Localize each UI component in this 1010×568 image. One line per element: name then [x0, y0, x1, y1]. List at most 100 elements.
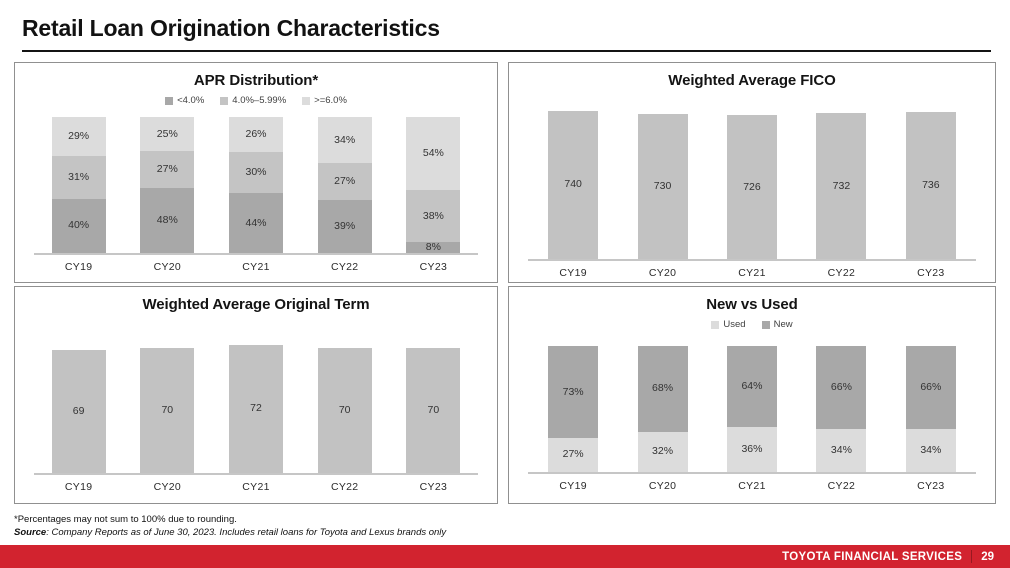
bar-segment: 26%	[229, 117, 283, 153]
bar-segment: 36%	[726, 426, 777, 472]
footer-brand: TOYOTA FINANCIAL SERVICES	[782, 550, 963, 563]
category-label: CY21	[242, 481, 270, 493]
bar-column: 70	[317, 348, 372, 473]
bar: 69	[51, 349, 106, 473]
category-label: CY20	[648, 267, 677, 279]
bar-segment: 73%	[548, 346, 599, 438]
bar-column: 25% 27% 48%	[140, 117, 195, 253]
chart-plot: 740 730 726 732 736	[528, 106, 976, 261]
legend-label: <4.0%	[177, 95, 205, 106]
category-label: CY19	[559, 267, 587, 279]
legend-swatch	[165, 96, 174, 105]
bar-column: 64% 36%	[726, 346, 777, 472]
bar-segment: 27%	[548, 437, 599, 472]
bar-segment: 27%	[317, 163, 372, 200]
category-label: CY19	[559, 480, 587, 492]
bar: 70	[140, 348, 195, 473]
category-label: CY21	[738, 480, 766, 492]
bar: 726	[726, 115, 777, 259]
footnotes: *Percentages may not sum to 100% due to …	[14, 514, 446, 539]
legend-label: 4.0%–5.99%	[232, 95, 287, 106]
category-label: CY23	[419, 481, 448, 493]
bar-segment: 66%	[816, 346, 867, 430]
chart-title: New vs Used	[706, 296, 798, 313]
bar-column: 29% 31% 40%	[51, 117, 106, 253]
footer-bar: TOYOTA FINANCIAL SERVICES 29	[0, 545, 1010, 568]
category-label: CY20	[153, 261, 182, 273]
bar-segment: 31%	[51, 156, 106, 199]
bar-column: 730	[637, 114, 688, 259]
category-label: CY22	[330, 261, 359, 273]
source-note: Source: Company Reports as of June 30, 2…	[14, 527, 446, 540]
bar: 70	[406, 348, 461, 473]
chart-title: APR Distribution*	[193, 72, 319, 89]
category-label: CY22	[827, 267, 856, 279]
bar-segment: 64%	[726, 346, 777, 427]
bar-segment: 25%	[140, 117, 195, 152]
legend-swatch	[220, 96, 229, 105]
bar-column: 736	[905, 112, 956, 259]
bar-segment: 66%	[905, 346, 956, 430]
bar-segment: 34%	[905, 429, 956, 472]
chart-legend: <4.0% 4.0%–5.99% >=6.0%	[165, 94, 347, 107]
bar-segment: 48%	[140, 187, 195, 253]
bar: 740	[548, 110, 599, 259]
chart-title: Weighted Average FICO	[668, 72, 836, 89]
bar-column: 70	[140, 348, 195, 473]
bar: 736	[905, 112, 956, 259]
category-label: CY21	[738, 267, 766, 279]
bar-segment: 38%	[406, 190, 461, 243]
chart-category-labels: CY19 CY20 CY21 CY22 CY23	[528, 480, 975, 492]
legend-item: >=6.0%	[302, 95, 347, 106]
bar-segment: 32%	[637, 431, 688, 472]
bar-column: 54% 38% 8%	[406, 117, 461, 253]
category-label: CY23	[917, 267, 945, 279]
chart-plot: 69 70 72 70 70	[34, 343, 478, 475]
legend-item: 4.0%–5.99%	[220, 95, 286, 106]
footer-page-number: 29	[981, 550, 994, 563]
bar: 732	[816, 113, 867, 259]
footnote: *Percentages may not sum to 100% due to …	[14, 514, 237, 525]
legend-swatch	[302, 96, 311, 105]
category-label: CY19	[64, 261, 93, 273]
page-title: Retail Loan Origination Characteristics	[22, 15, 440, 41]
chart-plot: 73% 27% 68% 32% 64% 36% 66% 34% 66% 34%	[528, 346, 976, 474]
category-label: CY19	[64, 481, 93, 493]
legend-label: New	[773, 319, 793, 330]
category-label: CY21	[242, 261, 270, 273]
panel-weighted-average-original-term: Weighted Average Original Term 69 70 72 70 7…	[14, 286, 498, 504]
bar-column: 68% 32%	[637, 346, 688, 472]
bar-segment: 68%	[637, 346, 688, 432]
bar-column: 26% 30% 44%	[229, 117, 283, 253]
bar-segment: 39%	[317, 199, 372, 253]
chart-category-labels: CY19 CY20 CY21 CY22 CY23	[34, 481, 477, 493]
legend-label: Used	[723, 319, 746, 330]
bar-column: 69	[51, 349, 106, 473]
bar: 72	[229, 344, 283, 473]
bar-segment: 44%	[229, 193, 283, 253]
legend-label: >=6.0%	[314, 95, 347, 106]
bar-segment: 29%	[51, 117, 106, 157]
bar-column: 66% 34%	[905, 346, 956, 472]
category-label: CY23	[419, 261, 448, 273]
bar-column: 732	[816, 113, 867, 259]
bar: 730	[637, 114, 688, 259]
bar-segment: 40%	[51, 198, 106, 253]
bar-column: 70	[406, 348, 461, 473]
chart-category-labels: CY19 CY20 CY21 CY22 CY23	[528, 267, 975, 279]
legend-item: Used	[711, 319, 746, 330]
chart-grid: APR Distribution* <4.0% 4.0%–5.99% >=6.0% …	[14, 62, 996, 504]
source-label: Source	[14, 526, 47, 538]
bar-segment: 8%	[406, 242, 461, 253]
chart-title: Weighted Average Original Term	[142, 296, 370, 313]
bar-segment: 34%	[317, 117, 372, 164]
bar-column: 34% 27% 39%	[317, 117, 372, 253]
bar-column: 726	[726, 115, 777, 259]
panel-weighted-average-fico: Weighted Average FICO 740 730 726 732 736 CY…	[508, 62, 996, 283]
bar-segment: 54%	[406, 117, 461, 191]
chart-legend: Used New	[711, 318, 793, 331]
chart-plot: 29% 31% 40% 25% 27% 48% 26% 30% 44% 34% 27% 39% 54% 3…	[34, 117, 478, 255]
panel-new-vs-used: New vs Used Used New 73% 27% 68% 32% 64% 36% 66…	[508, 286, 996, 504]
legend-item: New	[761, 319, 793, 330]
chart-category-labels: CY19 CY20 CY21 CY22 CY23	[34, 261, 477, 273]
